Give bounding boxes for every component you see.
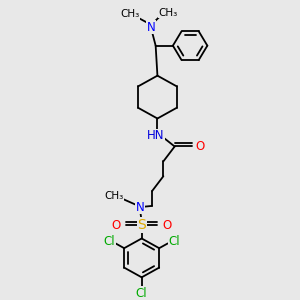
Text: O: O [196, 140, 205, 153]
Text: N: N [136, 201, 145, 214]
Text: Cl: Cl [103, 235, 115, 248]
Text: Cl: Cl [168, 235, 180, 248]
Text: O: O [112, 218, 121, 232]
Text: CH₃: CH₃ [104, 191, 124, 201]
Text: CH₃: CH₃ [158, 8, 178, 18]
Text: Cl: Cl [136, 287, 148, 300]
Text: HN: HN [147, 129, 165, 142]
Text: N: N [147, 21, 156, 34]
Text: O: O [162, 218, 172, 232]
Text: S: S [137, 218, 146, 232]
Text: CH₃: CH₃ [121, 9, 140, 19]
